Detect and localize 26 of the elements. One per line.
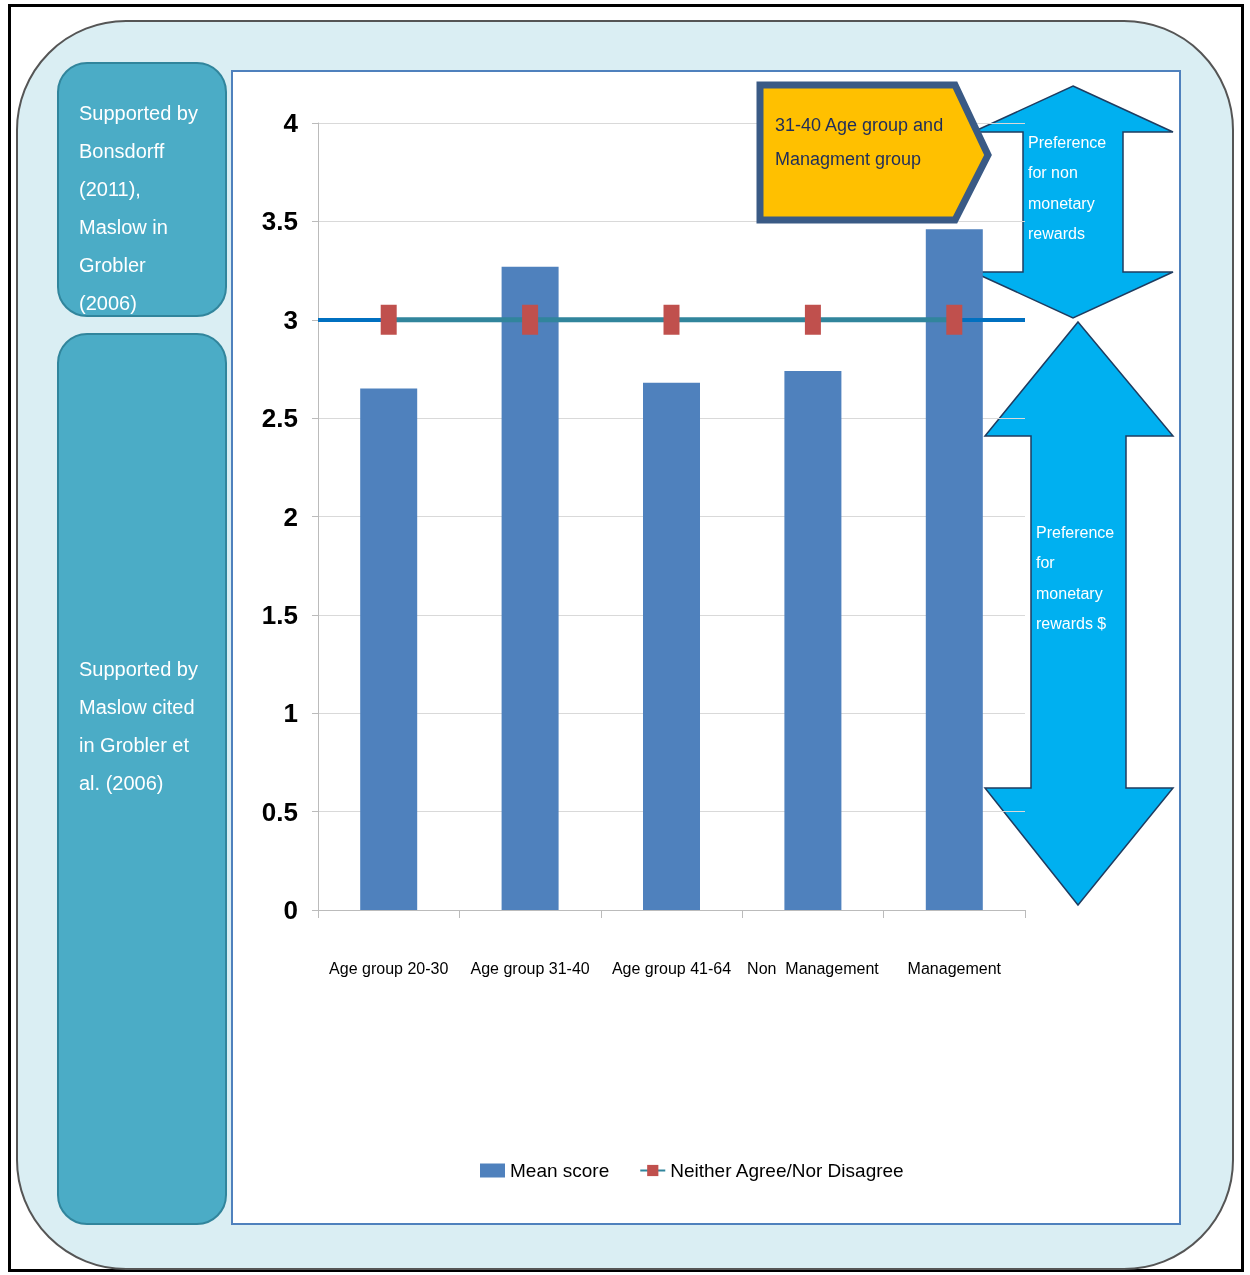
bar xyxy=(925,229,983,910)
legend-label: Neither Agree/Nor Disagree xyxy=(670,1160,904,1181)
legend-label: Mean score xyxy=(510,1160,610,1181)
bar xyxy=(360,388,418,910)
text: Preference for non monetary rewards xyxy=(1028,133,1108,245)
x-tick-label: Management xyxy=(907,959,1002,977)
y-tick-label: 1 xyxy=(283,698,298,729)
x-tick-label: Non Management xyxy=(747,959,880,977)
y-tick-label: 0 xyxy=(283,895,298,925)
y-tick-label: 3 xyxy=(283,304,298,335)
annotation: 31-40 Age group and Managment group xyxy=(775,114,945,172)
y-tick-label: 4 xyxy=(283,108,299,138)
text: Preference for monetary rewards $ xyxy=(1036,523,1116,635)
x-tick-label: Age group 41-64 xyxy=(611,959,732,977)
bar xyxy=(501,266,559,910)
text: Supported by Bonsdorff (2011), Maslow in Grobler (2006) xyxy=(57,62,227,317)
x-tick-label: Age group 31-40 xyxy=(470,959,590,977)
text: Supported by Maslow cited in Grobler et al. (2006) xyxy=(57,333,227,1225)
bar xyxy=(784,370,842,910)
y-tick-label: 2.5 xyxy=(261,403,298,434)
y-tick-label: 0.5 xyxy=(261,796,298,827)
y-tick-label: 1.5 xyxy=(261,599,298,630)
y-tick-label: 2 xyxy=(283,501,298,532)
x-tick-label: Age group 20-30 xyxy=(329,959,449,977)
y-tick-label: 3.5 xyxy=(261,206,298,237)
bar xyxy=(643,382,700,910)
